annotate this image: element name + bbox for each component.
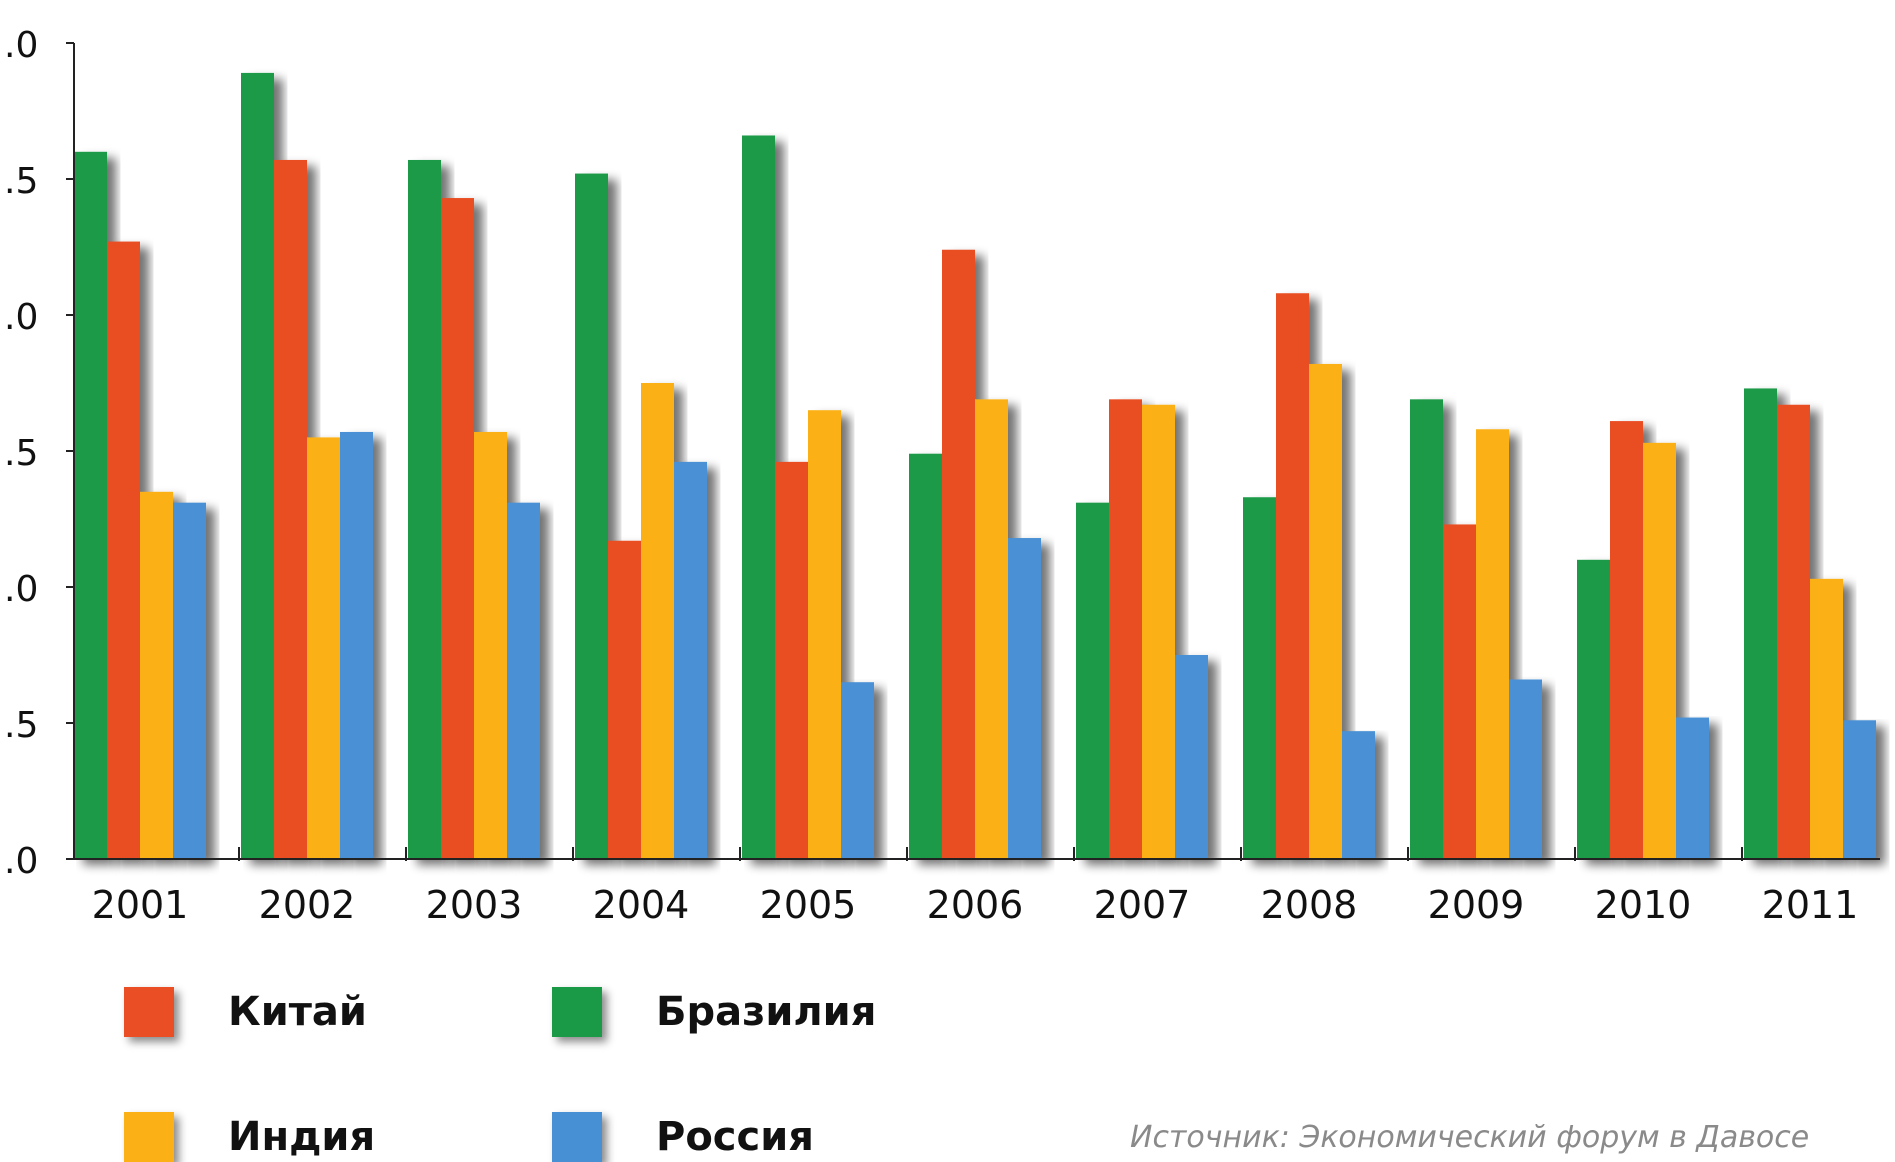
bar-Бразилия-2009: [1410, 399, 1443, 859]
bar-Китай-2007: [1109, 399, 1142, 859]
bar-Бразилия-2008: [1243, 497, 1276, 859]
bar-Китай-2006: [942, 249, 975, 860]
bar-Китай-2008: [1276, 293, 1309, 859]
legend-swatch-russia: [552, 1112, 602, 1162]
y-tick-label-4: .0: [4, 297, 38, 338]
y-tick-label-1: .5: [4, 705, 38, 746]
legend-swatch-brazil: [552, 987, 602, 1037]
x-tick-label-2011: 2011: [1762, 883, 1859, 927]
bar-Китай-2010: [1610, 421, 1643, 859]
x-tick-label-2007: 2007: [1094, 883, 1191, 927]
bar-Бразилия-2005: [742, 135, 775, 860]
bar-Россия-2007: [1175, 655, 1208, 859]
bar-Бразилия-2006: [909, 453, 942, 859]
bar-Индия-2001: [140, 491, 173, 859]
y-tick-label-0: .0: [4, 841, 38, 882]
legend-label-russia: Россия: [656, 1114, 814, 1160]
x-tick-label-2006: 2006: [927, 883, 1024, 927]
bar-Бразилия-2002: [241, 72, 274, 860]
bar-Индия-2003: [474, 431, 507, 859]
bar-Россия-2010: [1676, 717, 1709, 859]
bar-Индия-2004: [641, 383, 674, 859]
bar-Индия-2010: [1643, 442, 1676, 859]
bar-Бразилия-2011: [1744, 388, 1777, 859]
bar-Бразилия-2003: [408, 159, 441, 859]
bar-Китай-2002: [274, 159, 307, 859]
legend-item-india: Индия: [124, 1112, 375, 1162]
bar-Россия-2003: [507, 502, 540, 859]
bar-Россия-2011: [1843, 720, 1876, 859]
y-tick-label-5: .5: [4, 161, 38, 202]
x-tick-label-2010: 2010: [1595, 883, 1692, 927]
x-tick-label-2008: 2008: [1261, 883, 1358, 927]
x-tick-label-2009: 2009: [1428, 883, 1525, 927]
bar-Россия-2009: [1509, 679, 1542, 859]
x-tick-label-2002: 2002: [259, 883, 356, 927]
bar-Бразилия-2010: [1577, 559, 1610, 859]
bar-Россия-2008: [1342, 731, 1375, 859]
x-tick-label-2003: 2003: [426, 883, 523, 927]
x-tick-label-2005: 2005: [760, 883, 857, 927]
legend-item-china: Китай: [124, 987, 367, 1037]
bar-Индия-2005: [808, 410, 841, 859]
bars-layer: [74, 72, 1876, 860]
legend-label-brazil: Бразилия: [656, 989, 877, 1035]
legend-label-india: Индия: [228, 1114, 376, 1160]
bar-Индия-2011: [1810, 578, 1843, 859]
legend-item-brazil: Бразилия: [552, 987, 876, 1037]
bar-Китай-2009: [1443, 524, 1476, 859]
bar-Бразилия-2007: [1076, 502, 1109, 859]
bar-Индия-2002: [307, 437, 340, 859]
y-tick-label-3: .5: [4, 433, 38, 474]
y-tick-label-2: .0: [4, 569, 38, 610]
bar-Бразилия-2004: [575, 173, 608, 859]
bar-Китай-2005: [775, 461, 808, 859]
legend-swatch-china: [124, 987, 174, 1037]
x-tick-label-2001: 2001: [92, 883, 189, 927]
bar-Китай-2011: [1777, 404, 1810, 859]
x-tick-label-2004: 2004: [593, 883, 690, 927]
bar-Россия-2004: [674, 461, 707, 859]
bar-Китай-2003: [441, 198, 474, 860]
y-tick-label-6: .0: [4, 25, 38, 66]
source-note: Источник: Экономический форум в Давосе: [1130, 1120, 1810, 1155]
bar-Россия-2005: [841, 682, 874, 859]
bar-Китай-2001: [107, 241, 140, 859]
bar-Бразилия-2001: [74, 151, 107, 860]
bar-Индия-2007: [1142, 404, 1175, 859]
bar-Россия-2001: [173, 502, 206, 859]
bar-Россия-2002: [340, 431, 373, 859]
bar-Китай-2004: [608, 540, 641, 859]
axes-layer: .0 .5 .0 .5 .0 .5 .0 2001 2002 2003 2004 2005 2006 20…: [4, 25, 1880, 927]
legend-label-china: Китай: [228, 989, 367, 1035]
legend-item-russia: Россия: [552, 1112, 814, 1162]
bar-Россия-2006: [1008, 538, 1041, 859]
legend-swatch-india: [124, 1112, 174, 1162]
bar-Индия-2006: [975, 399, 1008, 859]
bar-Индия-2008: [1309, 363, 1342, 859]
bar-Индия-2009: [1476, 429, 1509, 859]
